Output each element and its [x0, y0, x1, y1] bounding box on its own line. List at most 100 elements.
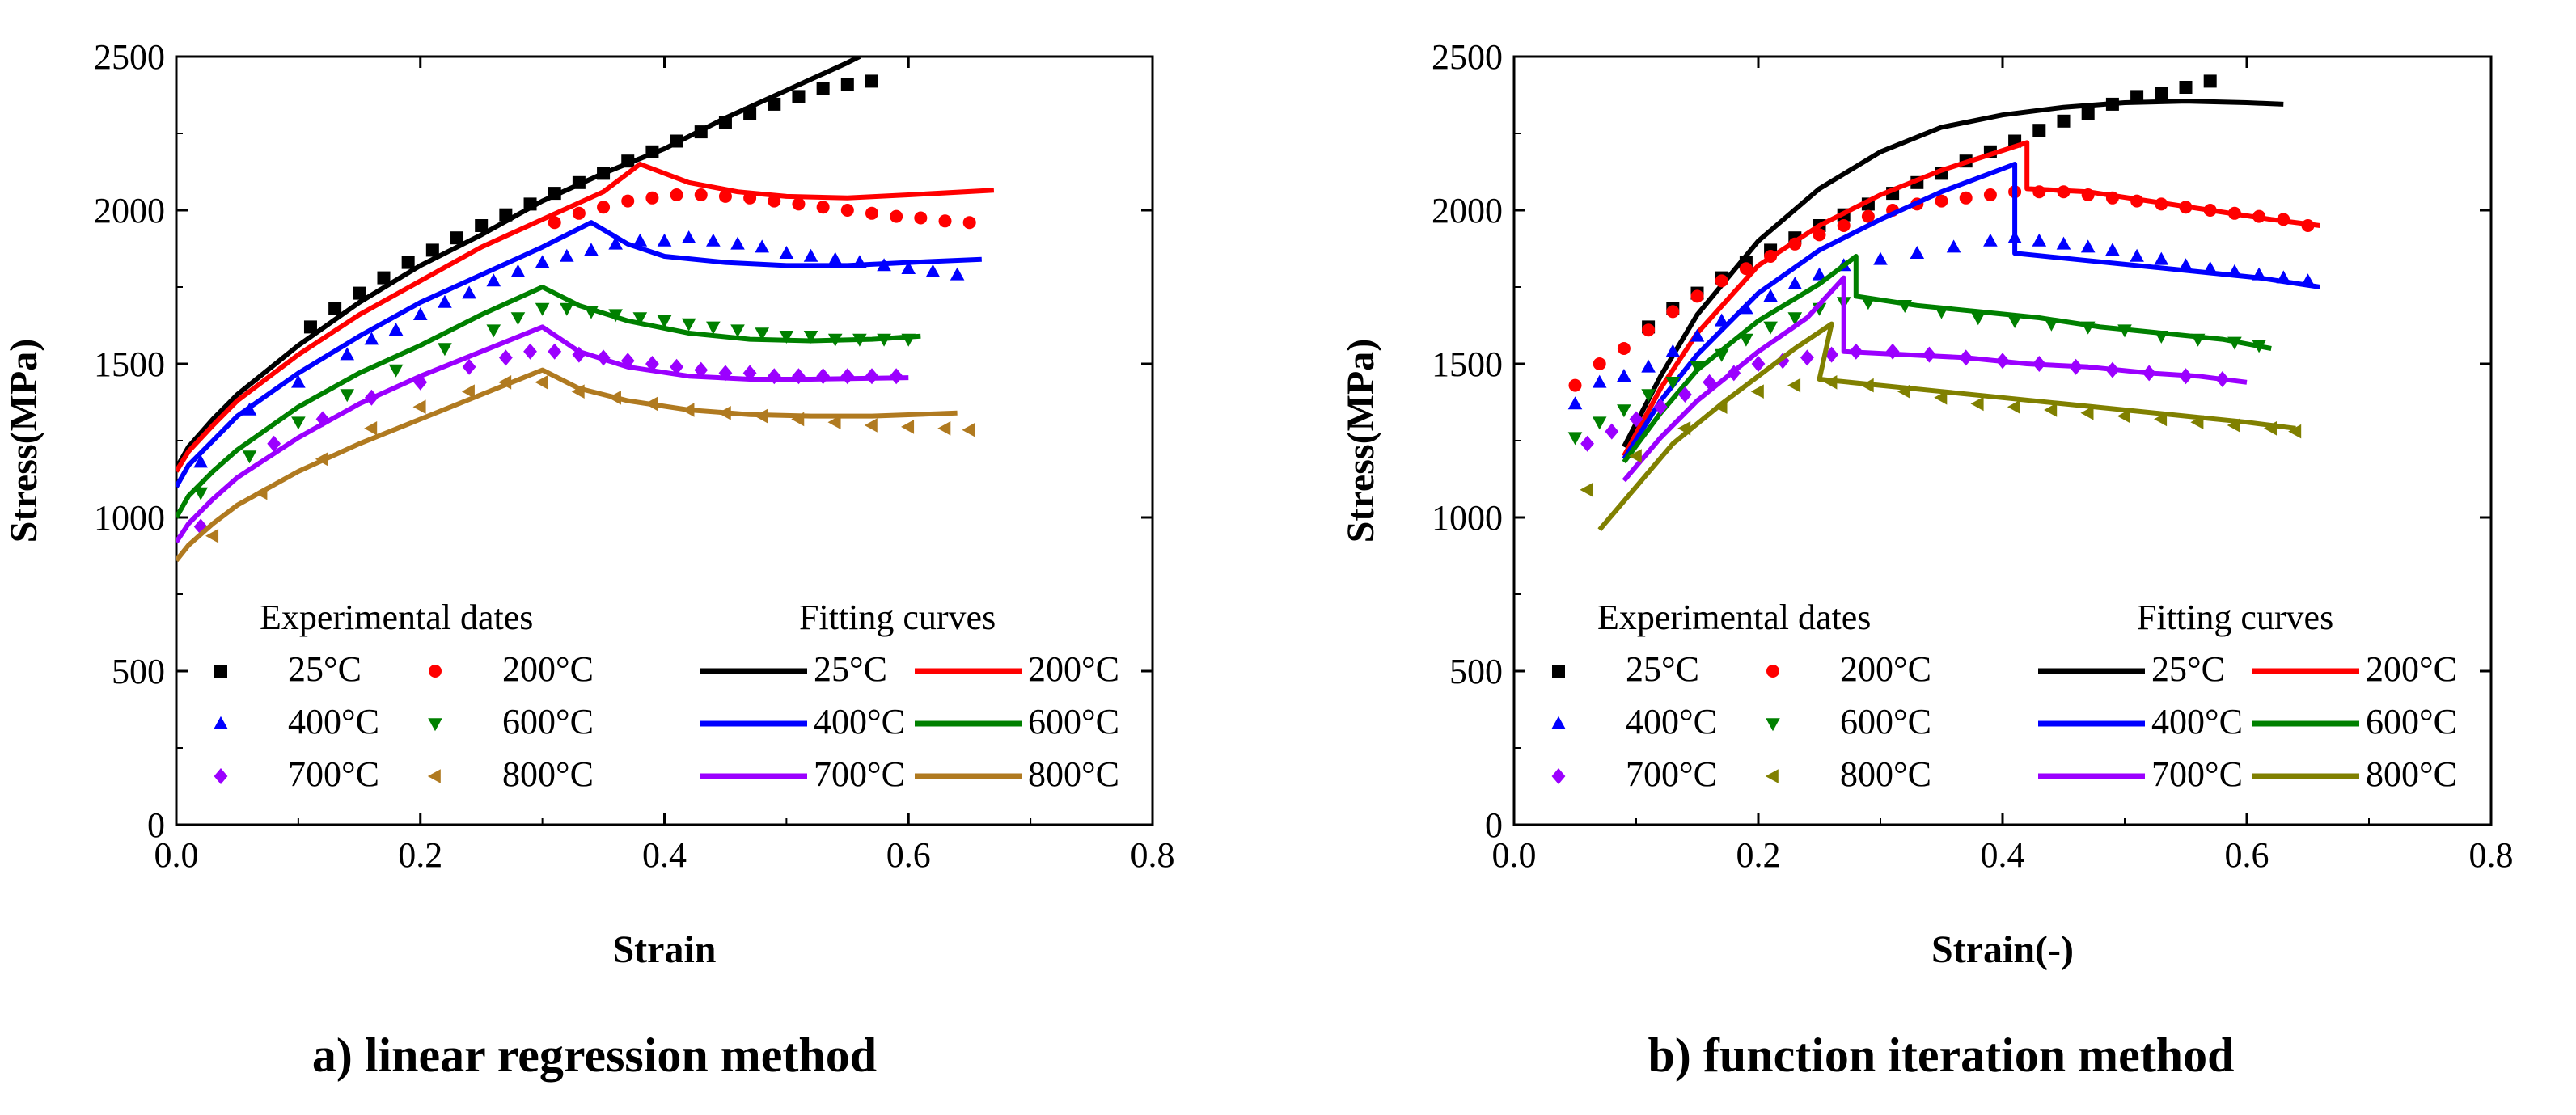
exp-point-400°C [1567, 396, 1583, 410]
exp-point-400°C [486, 273, 501, 287]
fit-curve-700°C [176, 324, 909, 544]
exp-point-800°C [1970, 396, 1984, 412]
exp-point-25°C [718, 116, 732, 129]
exp-point-700°C [2142, 365, 2156, 382]
exp-point-200°C [2203, 204, 2217, 217]
exp-point-200°C [1764, 250, 1778, 263]
exp-point-25°C [816, 82, 830, 95]
exp-point-800°C [2117, 408, 2130, 424]
exp-point-700°C [1678, 386, 1692, 403]
exp-point-600°C [755, 327, 769, 341]
exp-point-600°C [1934, 306, 1949, 319]
exp-point-25°C [2155, 87, 2168, 100]
legend-fit-label: 600°C [2366, 702, 2457, 741]
x-axis-label: Strain(-) [1931, 928, 2074, 971]
exp-point-400°C [950, 267, 965, 281]
exp-point-200°C [2081, 188, 2095, 201]
exp-point-600°C [608, 309, 623, 323]
fit-curve-600°C [1622, 254, 2272, 464]
exp-point-700°C [792, 368, 806, 385]
exp-point-200°C [1715, 274, 1728, 288]
legend-fit-label: 700°C [2151, 754, 2243, 794]
exp-point-400°C [1910, 246, 1925, 259]
exp-point-700°C [645, 356, 659, 372]
exp-point-200°C [1935, 194, 1948, 208]
exp-point-200°C [694, 188, 708, 201]
exp-point-200°C [816, 201, 830, 214]
exp-point-200°C [792, 197, 806, 211]
exp-point-200°C [1617, 342, 1631, 355]
exp-point-400°C [1946, 239, 1961, 253]
legend-exp-marker [214, 768, 228, 784]
legend-exp-label: 800°C [1840, 754, 1931, 794]
exp-point-600°C [2252, 340, 2266, 353]
exp-point-25°C [328, 302, 342, 315]
fit-curve-700°C [1622, 275, 2248, 483]
exp-point-700°C [315, 411, 330, 428]
legend-exp-marker [1765, 769, 1779, 783]
legend-fit-label: 700°C [814, 754, 905, 794]
exp-point-400°C [779, 246, 794, 259]
y-tick-label: 1000 [94, 498, 165, 538]
exp-point-800°C [1580, 483, 1593, 497]
exp-point-400°C [1641, 359, 1656, 373]
exp-point-800°C [412, 399, 426, 414]
exp-point-700°C [1800, 349, 1814, 366]
exp-point-25°C [645, 145, 659, 158]
exp-point-25°C [548, 187, 561, 201]
legend-exp-marker [1552, 665, 1565, 678]
exp-point-400°C [2080, 239, 2096, 253]
exp-point-200°C [962, 216, 976, 230]
panel-caption: a) linear regression method [312, 1028, 877, 1082]
exp-point-800°C [498, 375, 512, 390]
exp-point-25°C [401, 256, 415, 269]
x-tick-label: 0.2 [1736, 835, 1781, 875]
exp-point-600°C [388, 364, 404, 378]
exp-point-200°C [2277, 213, 2290, 226]
legend-exp-label: 400°C [288, 702, 379, 741]
legend-exp-marker [429, 665, 442, 678]
exp-point-200°C [1959, 191, 1973, 205]
exp-point-700°C [694, 361, 709, 378]
legend-exp-label: 700°C [288, 754, 379, 794]
exp-point-400°C [1739, 301, 1753, 315]
exp-point-600°C [803, 331, 818, 344]
exp-point-400°C [193, 454, 208, 468]
exp-point-200°C [572, 206, 586, 220]
exp-point-400°C [510, 264, 526, 277]
exp-point-700°C [670, 358, 683, 375]
exp-point-400°C [730, 236, 745, 250]
exp-point-600°C [340, 389, 355, 403]
exp-point-700°C [413, 374, 428, 391]
exp-point-200°C [597, 201, 611, 214]
exp-point-400°C [1714, 313, 1729, 327]
exp-point-200°C [1837, 219, 1851, 232]
exp-point-800°C [2154, 412, 2168, 427]
exp-point-25°C [694, 125, 708, 139]
panel-caption: b) function iteration method [1648, 1028, 2235, 1082]
exp-point-600°C [1690, 361, 1705, 374]
legend-exp-label: 600°C [1840, 702, 1931, 741]
exp-point-800°C [2080, 406, 2094, 420]
exp-point-200°C [2179, 201, 2193, 214]
exp-point-25°C [450, 231, 464, 245]
exp-point-800°C [254, 485, 268, 500]
y-axis-label: Stress(MPa) [2, 339, 45, 543]
exp-point-400°C [1787, 277, 1803, 289]
exp-point-400°C [803, 248, 818, 262]
y-tick-label: 1500 [1432, 344, 1503, 384]
exp-point-25°C [499, 208, 513, 222]
x-tick-label: 0.0 [1492, 835, 1537, 875]
panel-b: 0.0 0.2 0.4 0.6 0.8 0 500 1000 1500 2000 2500 Strai… [1339, 37, 2514, 1082]
exp-point-400°C [242, 402, 257, 416]
exp-point-200°C [743, 191, 757, 205]
legend-fit-label: 25°C [814, 649, 887, 689]
legend-exp-label: 400°C [1626, 702, 1717, 741]
exp-point-200°C [2130, 194, 2144, 208]
legend-exp-title: Experimental dates [1597, 598, 1871, 637]
legend-fit-label: 800°C [1028, 754, 1119, 794]
fit-curve-25°C [176, 57, 861, 470]
exp-point-700°C [767, 368, 781, 385]
exp-point-400°C [1592, 374, 1607, 388]
